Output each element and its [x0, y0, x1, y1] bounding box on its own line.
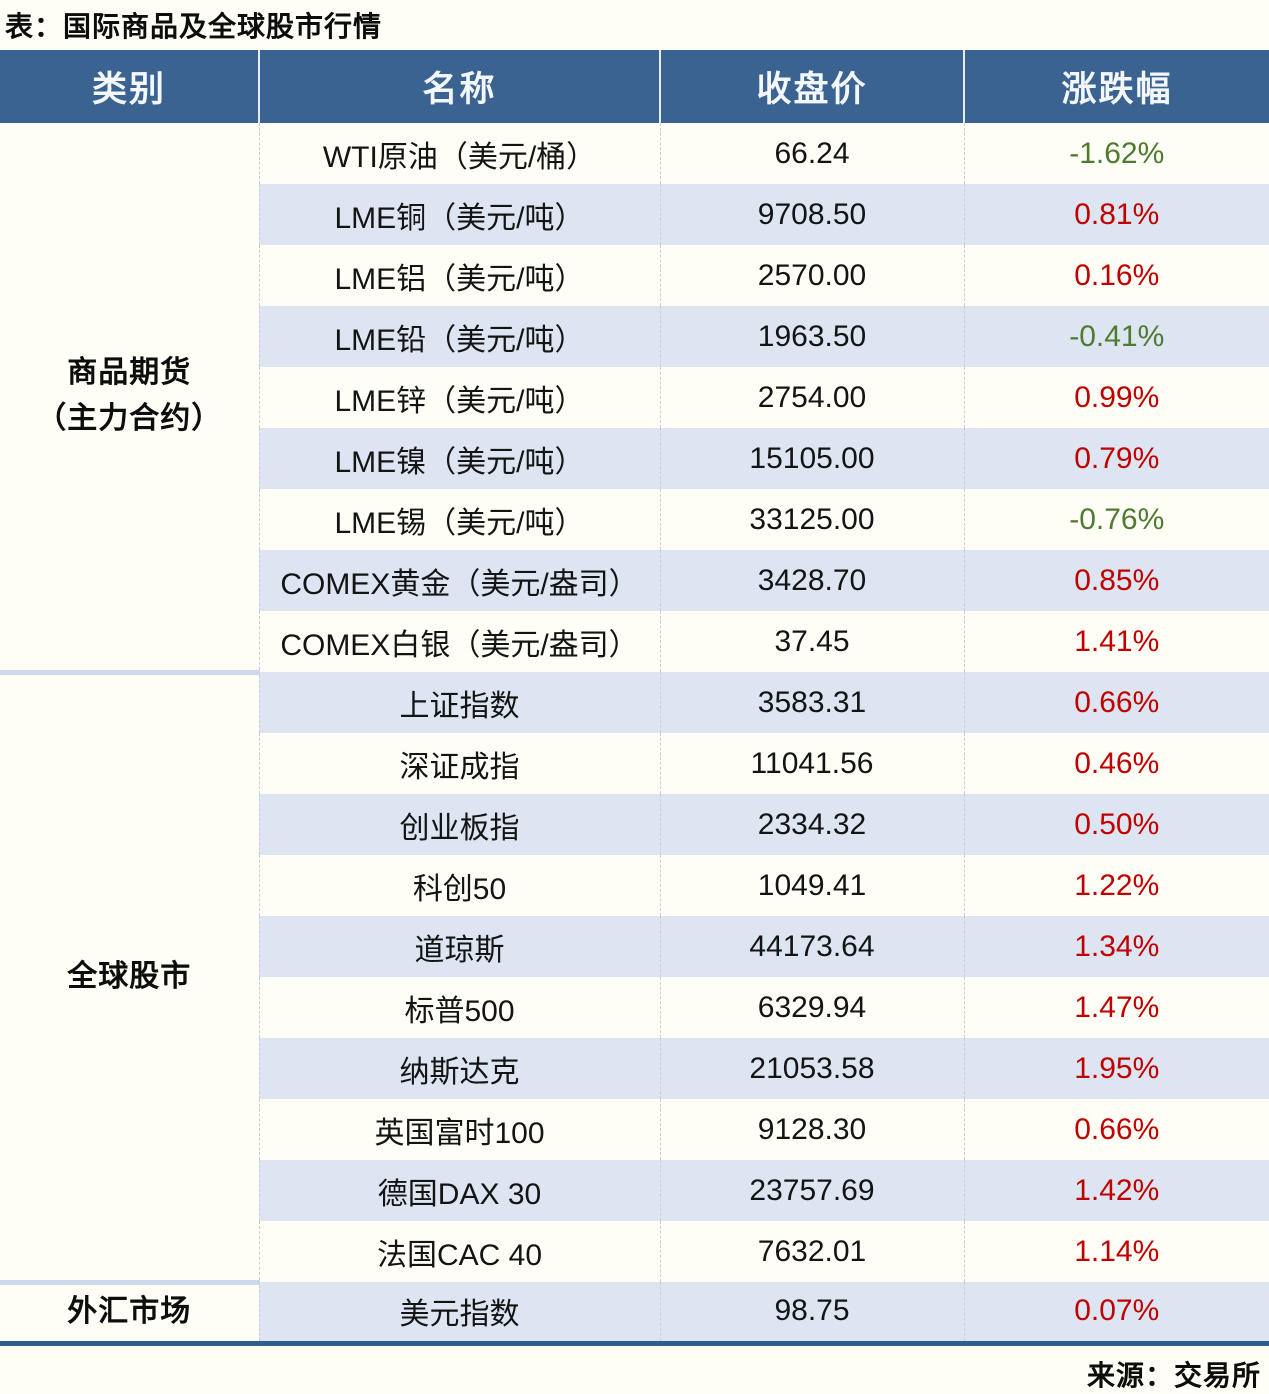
name-cell: 创业板指 — [258, 794, 660, 855]
table-row: LME铜（美元/吨） 9708.50 0.81% — [0, 184, 1269, 245]
change-percent-cell: 0.81% — [963, 184, 1269, 245]
change-percent-cell: -0.76% — [963, 489, 1269, 550]
change-percent-cell: 0.50% — [963, 794, 1269, 855]
table-row: COMEX白银（美元/盎司） 37.45 1.41% — [0, 611, 1269, 672]
name-cell: 上证指数 — [258, 672, 660, 733]
close-price-cell: 9708.50 — [659, 184, 964, 245]
change-percent-cell: -0.41% — [963, 306, 1269, 367]
table-row: 外汇市场 美元指数 98.75 0.07% — [0, 1279, 1269, 1346]
category-cell: 商品期货 （主力合约） — [0, 123, 259, 672]
close-price-cell: 9128.30 — [659, 1099, 964, 1160]
change-percent-cell: 0.66% — [963, 672, 1269, 733]
change-percent-cell: -1.62% — [963, 123, 1269, 184]
table-row: 标普500 6329.94 1.47% — [0, 977, 1269, 1038]
name-cell: 英国富时100 — [258, 1099, 660, 1160]
name-cell: 标普500 — [258, 977, 660, 1038]
col-header-category: 类别 — [0, 50, 259, 123]
close-price-cell: 1963.50 — [659, 306, 964, 367]
close-price-cell: 66.24 — [659, 123, 964, 184]
name-cell: 法国CAC 40 — [258, 1221, 660, 1282]
table-row: 纳斯达克 21053.58 1.95% — [0, 1038, 1269, 1099]
change-percent-cell: 0.07% — [963, 1282, 1269, 1346]
name-cell: COMEX黄金（美元/盎司） — [258, 550, 660, 611]
change-percent-cell: 1.41% — [963, 611, 1269, 672]
close-price-cell: 44173.64 — [659, 916, 964, 977]
name-cell: LME铝（美元/吨） — [258, 245, 660, 306]
name-cell: COMEX白银（美元/盎司） — [258, 611, 660, 672]
change-percent-cell: 0.16% — [963, 245, 1269, 306]
table-row: 商品期货 （主力合约） WTI原油（美元/桶） 66.24 -1.62% — [0, 123, 1269, 435]
close-price-cell: 37.45 — [659, 611, 964, 672]
table-row: COMEX黄金（美元/盎司） 3428.70 0.85% — [0, 550, 1269, 611]
close-price-cell: 3583.31 — [659, 672, 964, 733]
table-row: 全球股市 上证指数 3583.31 0.66% — [0, 669, 1269, 1282]
change-percent-cell: 0.85% — [963, 550, 1269, 611]
table-row: 创业板指 2334.32 0.50% — [0, 794, 1269, 855]
table-row: LME镍（美元/吨） 15105.00 0.79% — [0, 428, 1269, 489]
col-header-close: 收盘价 — [659, 50, 964, 123]
table-row: 英国富时100 9128.30 0.66% — [0, 1099, 1269, 1160]
table-row: 科创50 1049.41 1.22% — [0, 855, 1269, 916]
change-percent-cell: 0.46% — [963, 733, 1269, 794]
change-percent-cell: 1.34% — [963, 916, 1269, 977]
change-percent-cell: 0.66% — [963, 1099, 1269, 1160]
table-body: 商品期货 （主力合约） WTI原油（美元/桶） 66.24 -1.62% LME铜（美元/… — [0, 123, 1269, 1346]
header-row: 类别 名称 收盘价 涨跌幅 — [0, 50, 1269, 123]
close-price-cell: 2334.32 — [659, 794, 964, 855]
close-price-cell: 6329.94 — [659, 977, 964, 1038]
market-table: 类别 名称 收盘价 涨跌幅 商品期货 （主力合约） WTI原油（美元/桶） 66.24… — [0, 50, 1269, 1346]
close-price-cell: 23757.69 — [659, 1160, 964, 1221]
close-price-cell: 2570.00 — [659, 245, 964, 306]
col-header-name: 名称 — [258, 50, 660, 123]
table-row: 道琼斯 44173.64 1.34% — [0, 916, 1269, 977]
close-price-cell: 7632.01 — [659, 1221, 964, 1282]
name-cell: WTI原油（美元/桶） — [258, 123, 660, 184]
page-title: 表：国际商品及全球股市行情 — [5, 11, 383, 42]
name-cell: 纳斯达克 — [258, 1038, 660, 1099]
close-price-cell: 3428.70 — [659, 550, 964, 611]
name-cell: LME锌（美元/吨） — [258, 367, 660, 428]
category-label: 商品期货 — [67, 355, 192, 389]
name-cell: LME铅（美元/吨） — [258, 306, 660, 367]
close-price-cell: 33125.00 — [659, 489, 964, 550]
table-row: LME铅（美元/吨） 1963.50 -0.41% — [0, 306, 1269, 367]
change-percent-cell: 1.95% — [963, 1038, 1269, 1099]
table-row: LME铝（美元/吨） 2570.00 0.16% — [0, 245, 1269, 306]
name-cell: LME镍（美元/吨） — [258, 428, 660, 489]
change-percent-cell: 1.14% — [963, 1221, 1269, 1282]
close-price-cell: 21053.58 — [659, 1038, 964, 1099]
close-price-cell: 1049.41 — [659, 855, 964, 916]
col-header-change: 涨跌幅 — [963, 50, 1269, 123]
name-cell: 德国DAX 30 — [258, 1160, 660, 1221]
table-header: 类别 名称 收盘价 涨跌幅 — [0, 50, 1269, 123]
table-row: LME锌（美元/吨） 2754.00 0.99% — [0, 367, 1269, 428]
table-row: 法国CAC 40 7632.01 1.14% — [0, 1221, 1269, 1282]
name-cell: 深证成指 — [258, 733, 660, 794]
change-percent-cell: 0.99% — [963, 367, 1269, 428]
table-row: LME锡（美元/吨） 33125.00 -0.76% — [0, 489, 1269, 550]
name-cell: 美元指数 — [258, 1282, 660, 1346]
close-price-cell: 11041.56 — [659, 733, 964, 794]
category-label: 全球股市 — [67, 959, 192, 993]
change-percent-cell: 1.42% — [963, 1160, 1269, 1221]
category-label: 外汇市场 — [67, 1295, 192, 1329]
table-row: 深证成指 11041.56 0.46% — [0, 733, 1269, 794]
name-cell: LME锡（美元/吨） — [258, 489, 660, 550]
change-percent-cell: 0.79% — [963, 428, 1269, 489]
category-cell: 全球股市 — [0, 669, 259, 1282]
category-cell: 外汇市场 — [0, 1279, 259, 1346]
change-percent-cell: 1.22% — [963, 855, 1269, 916]
table-row: 德国DAX 30 23757.69 1.42% — [0, 1160, 1269, 1221]
name-cell: 道琼斯 — [258, 916, 660, 977]
name-cell: 科创50 — [258, 855, 660, 916]
source-note: 来源：交易所 — [1086, 1359, 1261, 1391]
name-cell: LME铜（美元/吨） — [258, 184, 660, 245]
category-label: （主力合约） — [36, 402, 223, 436]
change-percent-cell: 1.47% — [963, 977, 1269, 1038]
close-price-cell: 15105.00 — [659, 428, 964, 489]
close-price-cell: 98.75 — [659, 1282, 964, 1346]
close-price-cell: 2754.00 — [659, 367, 964, 428]
